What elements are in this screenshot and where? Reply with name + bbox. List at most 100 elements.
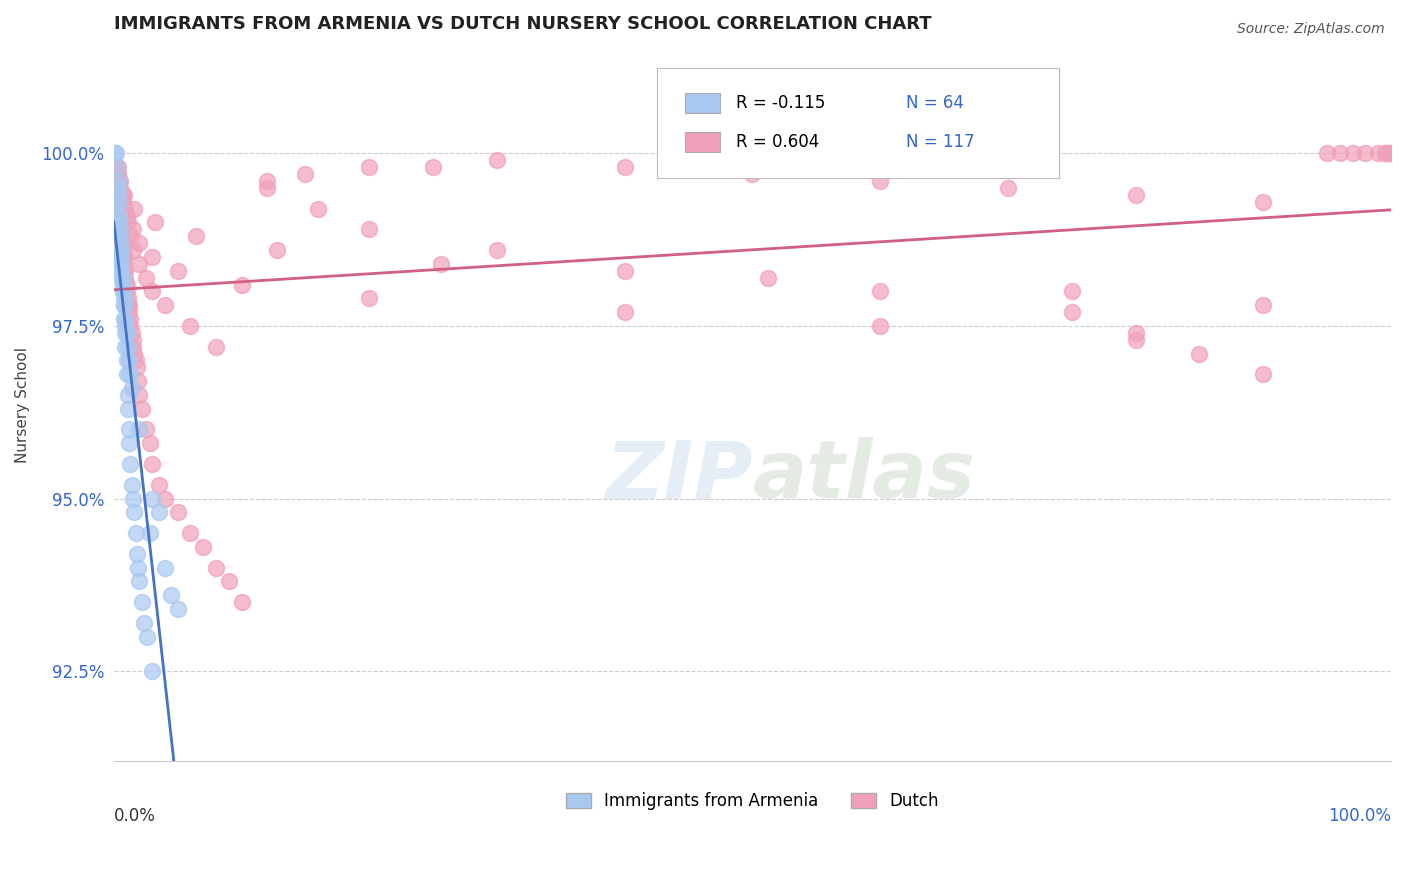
FancyBboxPatch shape bbox=[685, 132, 720, 153]
Point bbox=[112, 298, 135, 312]
Point bbox=[1251, 194, 1274, 209]
Point bbox=[266, 243, 288, 257]
Point bbox=[110, 229, 132, 244]
Point bbox=[613, 160, 636, 174]
Point bbox=[117, 340, 139, 354]
Point bbox=[231, 595, 253, 609]
Point bbox=[193, 540, 215, 554]
Point bbox=[114, 318, 136, 333]
Point bbox=[108, 202, 131, 216]
Text: ZIP: ZIP bbox=[605, 437, 752, 516]
Point bbox=[359, 222, 381, 236]
Point bbox=[148, 505, 170, 519]
FancyBboxPatch shape bbox=[657, 68, 1059, 178]
Point bbox=[135, 270, 157, 285]
Point bbox=[359, 160, 381, 174]
Point bbox=[121, 326, 143, 340]
Point bbox=[160, 588, 183, 602]
Text: N = 64: N = 64 bbox=[905, 95, 963, 112]
Point bbox=[124, 526, 146, 541]
Point bbox=[108, 209, 131, 223]
Point bbox=[120, 318, 142, 333]
Point bbox=[1374, 146, 1396, 161]
Point bbox=[120, 457, 142, 471]
Point bbox=[104, 146, 127, 161]
Point bbox=[135, 422, 157, 436]
Point bbox=[107, 229, 129, 244]
Point bbox=[117, 215, 139, 229]
Point bbox=[122, 346, 145, 360]
Point bbox=[125, 360, 148, 375]
Point bbox=[1125, 333, 1147, 347]
Point bbox=[110, 215, 132, 229]
Point bbox=[869, 174, 891, 188]
Point bbox=[1341, 146, 1364, 161]
Point bbox=[115, 209, 138, 223]
Point bbox=[422, 160, 444, 174]
Point bbox=[104, 202, 127, 216]
Point bbox=[111, 194, 134, 209]
Point bbox=[1060, 305, 1083, 319]
Point bbox=[107, 174, 129, 188]
Point bbox=[115, 285, 138, 299]
Point bbox=[111, 250, 134, 264]
Text: R = 0.604: R = 0.604 bbox=[735, 133, 820, 152]
Point bbox=[107, 160, 129, 174]
Point bbox=[256, 181, 278, 195]
Point bbox=[1367, 146, 1389, 161]
Point bbox=[121, 381, 143, 395]
Point bbox=[741, 167, 763, 181]
Point bbox=[184, 229, 207, 244]
Point bbox=[131, 595, 153, 609]
Point bbox=[120, 312, 142, 326]
Point bbox=[869, 318, 891, 333]
Point bbox=[1376, 146, 1399, 161]
Point bbox=[120, 368, 142, 382]
Point bbox=[231, 277, 253, 292]
Point bbox=[111, 285, 134, 299]
Point bbox=[128, 574, 150, 589]
Point bbox=[1378, 146, 1400, 161]
Point bbox=[117, 291, 139, 305]
Text: Source: ZipAtlas.com: Source: ZipAtlas.com bbox=[1237, 22, 1385, 37]
Point bbox=[128, 422, 150, 436]
Point bbox=[107, 187, 129, 202]
Point bbox=[110, 236, 132, 251]
Point bbox=[1379, 146, 1402, 161]
Point bbox=[294, 167, 316, 181]
Point bbox=[138, 436, 160, 450]
Point bbox=[179, 526, 201, 541]
Point bbox=[110, 181, 132, 195]
Point bbox=[112, 257, 135, 271]
Point bbox=[114, 326, 136, 340]
Point bbox=[138, 526, 160, 541]
Point bbox=[166, 505, 188, 519]
Point bbox=[117, 401, 139, 416]
Point bbox=[118, 305, 141, 319]
Point bbox=[107, 167, 129, 181]
Text: 100.0%: 100.0% bbox=[1329, 807, 1391, 825]
Point bbox=[115, 368, 138, 382]
Point bbox=[141, 285, 163, 299]
Point bbox=[141, 491, 163, 506]
Point bbox=[108, 215, 131, 229]
Text: IMMIGRANTS FROM ARMENIA VS DUTCH NURSERY SCHOOL CORRELATION CHART: IMMIGRANTS FROM ARMENIA VS DUTCH NURSERY… bbox=[114, 15, 931, 33]
Point bbox=[114, 277, 136, 292]
Point bbox=[122, 202, 145, 216]
Point bbox=[105, 181, 128, 195]
Point bbox=[111, 187, 134, 202]
Point bbox=[256, 174, 278, 188]
Point bbox=[110, 229, 132, 244]
Point bbox=[105, 215, 128, 229]
Point bbox=[128, 388, 150, 402]
Point bbox=[105, 160, 128, 174]
Point bbox=[359, 291, 381, 305]
Point bbox=[110, 243, 132, 257]
Point bbox=[153, 298, 176, 312]
Point bbox=[756, 270, 779, 285]
Point bbox=[110, 257, 132, 271]
Point bbox=[122, 340, 145, 354]
Point bbox=[105, 160, 128, 174]
Point bbox=[104, 181, 127, 195]
Point bbox=[205, 560, 228, 574]
